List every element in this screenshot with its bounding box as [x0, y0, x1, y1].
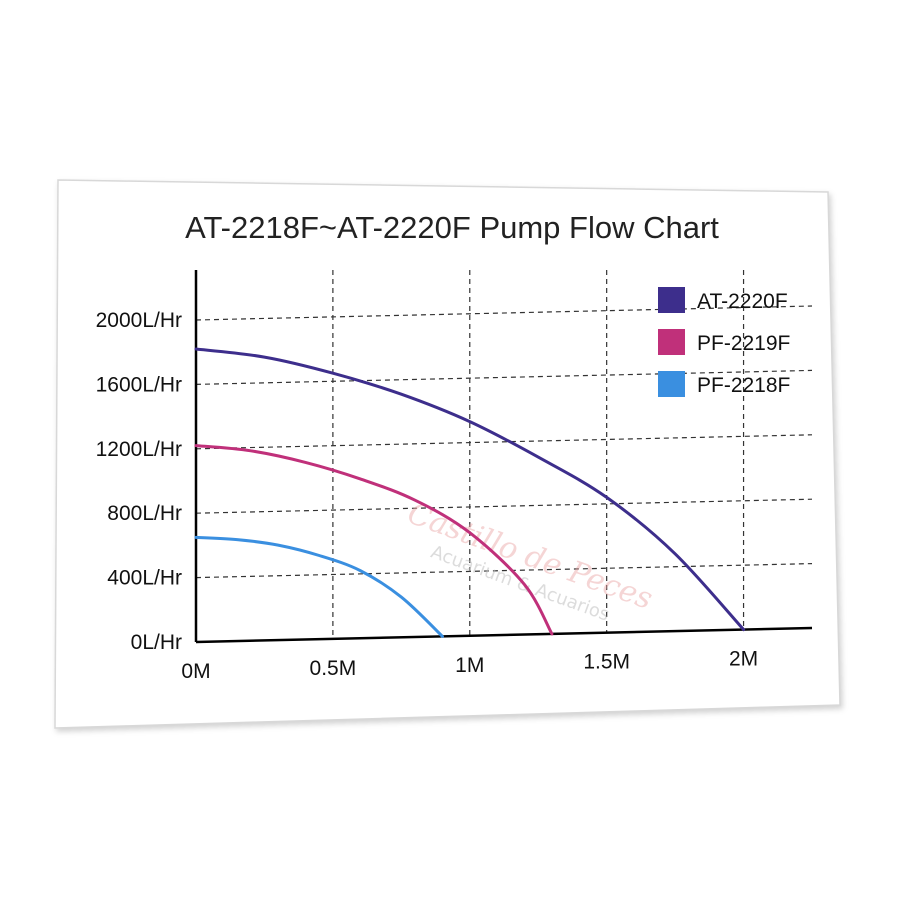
y-tick-label: 800L/Hr	[107, 502, 182, 525]
x-tick-label: 1M	[455, 654, 484, 677]
y-tick-label: 0L/Hr	[131, 631, 182, 654]
grid-line-horizontal	[195, 563, 813, 579]
x-tick-label: 1.5M	[583, 651, 630, 674]
y-tick-label: 400L/Hr	[107, 567, 182, 590]
grid-line-horizontal	[195, 369, 813, 385]
x-tick-label: 0.5M	[310, 657, 357, 680]
grid-line-horizontal	[195, 305, 813, 321]
series-line-at-2220f	[194, 347, 746, 632]
grid-line-horizontal	[195, 434, 813, 450]
chart-card	[54, 179, 841, 729]
y-tick-labels: 0L/Hr 400L/Hr 800L/Hr 1200L/Hr 1600L/Hr 2000L…	[96, 309, 182, 654]
series-line-pf-2218f	[194, 535, 444, 638]
legend-label-at-2220f: AT-2220F	[697, 290, 788, 313]
legend-swatch-pf-2219f	[658, 329, 685, 355]
grid-line-horizontal	[195, 498, 813, 514]
chart-title: AT-2218F~AT-2220F Pump Flow Chart	[185, 210, 719, 245]
grid	[195, 270, 813, 639]
legend-label-pf-2219f: PF-2219F	[697, 332, 790, 355]
x-tick-labels: 0M 0.5M 1M 1.5M 2M	[181, 648, 758, 683]
legend-swatch-pf-2218f	[658, 371, 685, 397]
x-tick-label: 0M	[181, 660, 210, 683]
legend: AT-2220F PF-2219F PF-2218F	[658, 287, 790, 397]
legend-label-pf-2218f: PF-2218F	[697, 374, 790, 397]
series-lines	[194, 347, 746, 638]
legend-swatch-at-2220f	[658, 287, 685, 313]
x-axis-line	[195, 626, 813, 644]
axes	[194, 270, 813, 644]
y-tick-label: 2000L/Hr	[96, 309, 182, 332]
series-line-pf-2219f	[194, 444, 554, 636]
x-tick-label: 2M	[729, 648, 758, 671]
y-tick-label: 1600L/Hr	[96, 373, 182, 396]
y-tick-label: 1200L/Hr	[96, 438, 182, 461]
